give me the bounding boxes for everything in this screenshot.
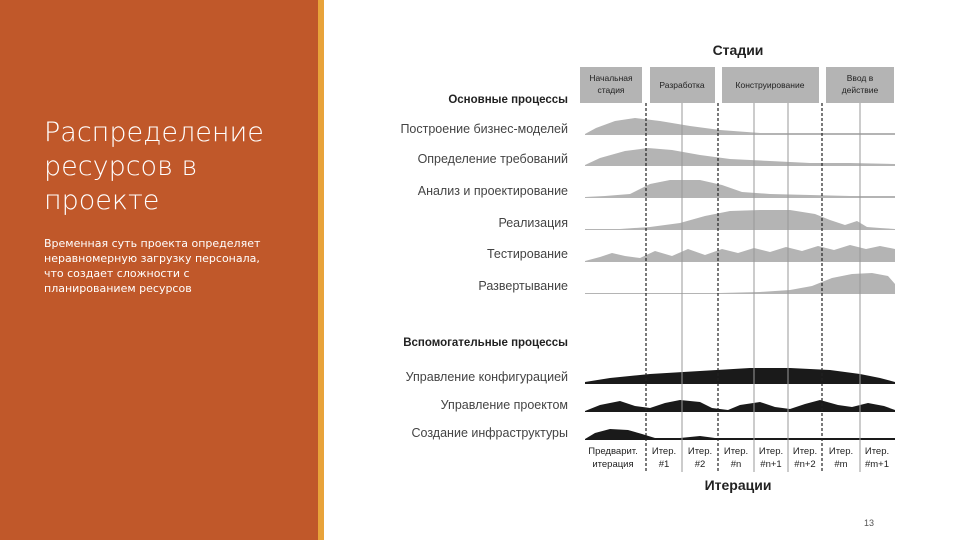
stage-header-initial [580,67,642,103]
slide-title-line: Распределение [44,117,264,148]
support-process-profiles [585,368,895,440]
iteration-gridlines [681,103,861,472]
stage-label: Начальная [589,73,633,83]
workflow-profile-configuration-management [585,368,895,384]
stage-label: Разработка [659,80,705,90]
process-label: Управление проектом [441,398,568,412]
workflow-profile-implementation [585,210,895,230]
stage-header-development [650,67,715,103]
workflow-profile-analysis-design [585,180,895,198]
stage-header-construction [722,67,819,103]
workflow-profile-project-management [585,400,895,412]
iteration-label: #n+1 [760,459,781,470]
iteration-label: Итер. [829,446,853,457]
iterations-title: Итерации [705,477,772,493]
workflow-profile-business-modeling [585,118,895,135]
process-label: Построение бизнес-моделей [400,122,568,136]
accent-bar [318,0,324,540]
slide-subtitle-line: Временная суть проекта определяет [44,237,261,250]
slide-subtitle: Временная суть проекта определяет неравн… [44,236,294,296]
stages-title: Стадии [713,42,764,58]
iteration-label: #2 [695,459,706,470]
page-number: 13 [864,518,875,528]
workflow-profile-requirements [585,148,895,166]
iteration-label: #m+1 [865,459,889,470]
main-process-profiles [585,118,895,294]
iteration-label: #n+2 [794,459,815,470]
iteration-label: #n [731,459,742,470]
iteration-label: итерация [592,459,633,470]
iteration-label: #m [834,459,847,470]
iteration-label: Предварит. [588,446,637,457]
workflow-profile-environment [585,429,895,440]
process-label: Тестирование [487,247,568,261]
workflow-profile-deployment [585,273,895,294]
main-processes-header: Основные процессы [448,94,568,106]
slide-subtitle-line: что создает сложности с [44,267,190,280]
slide-subtitle-line: планированием ресурсов [44,282,192,295]
stage-label: Конструирование [736,80,805,90]
stage-header-transition [826,67,894,103]
iteration-label: Итер. [759,446,783,457]
iteration-labels: Предварит. итерация Итер. #1 Итер. #2 Ит… [588,446,889,470]
iteration-label: Итер. [688,446,712,457]
slide-title: Распределение ресурсов в проекте [44,116,304,218]
stage-label: действие [842,85,879,95]
slide-title-line: ресурсов в [44,151,198,182]
workflow-profile-testing [585,245,895,262]
iteration-label: #1 [659,459,670,470]
process-label: Управление конфигурацией [406,370,568,384]
process-label: Определение требований [418,152,568,166]
iteration-label: Итер. [793,446,817,457]
left-panel [0,0,318,540]
process-label: Создание инфраструктуры [412,426,568,440]
slide-title-line: проекте [44,185,160,216]
iteration-label: Итер. [724,446,748,457]
slide-subtitle-line: неравномерную загрузку персонала, [44,252,260,265]
support-processes-header: Вспомогательные процессы [403,337,568,349]
iteration-dividers [645,103,823,472]
iteration-label: Итер. [865,446,889,457]
process-label: Развертывание [478,279,568,293]
stage-label: стадия [597,85,624,95]
process-label: Реализация [498,216,568,230]
process-label: Анализ и проектирование [418,184,568,198]
stage-label: Ввод в [847,73,874,83]
iteration-label: Итер. [652,446,676,457]
